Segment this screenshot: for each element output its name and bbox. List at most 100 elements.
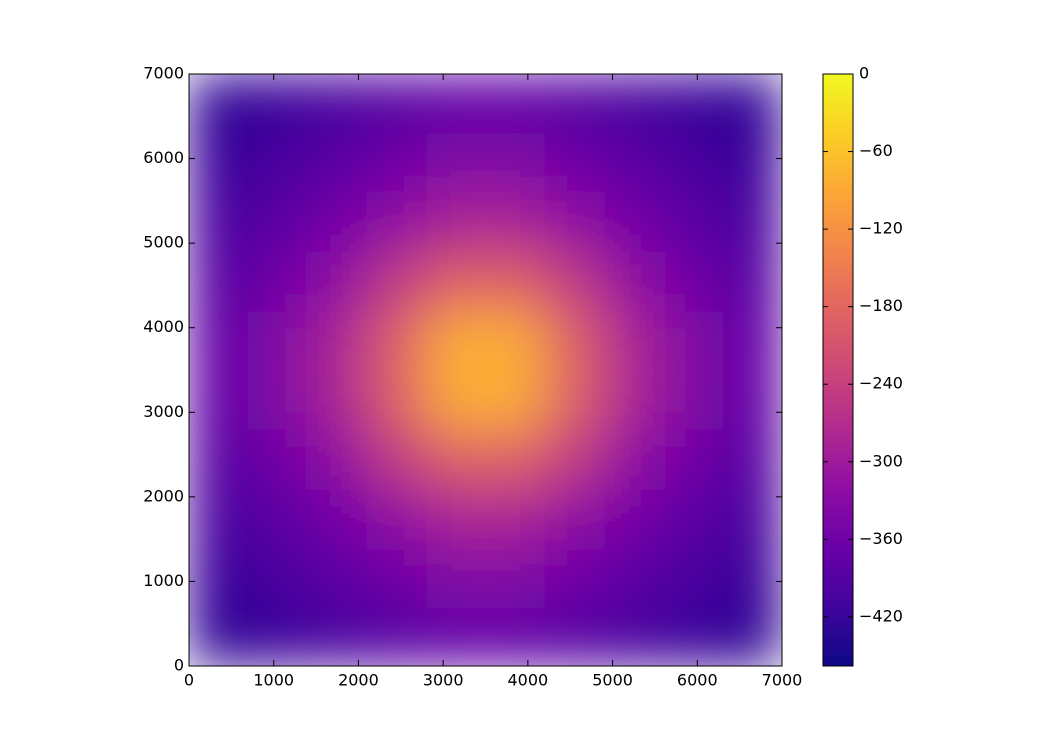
heat-cell xyxy=(604,370,664,430)
heat-cell xyxy=(366,370,427,430)
y-tick-label: 4000 xyxy=(143,317,184,336)
heat-cell xyxy=(307,547,368,608)
heat-cell xyxy=(722,370,782,430)
heat-cell xyxy=(189,133,249,193)
x-tick-label: 4000 xyxy=(507,671,548,690)
heat-cell xyxy=(485,429,546,489)
heat-cell xyxy=(485,606,546,666)
heatmap xyxy=(189,74,782,666)
heat-cell xyxy=(485,192,546,253)
heat-cell xyxy=(485,133,546,193)
heat-cell xyxy=(663,310,724,371)
heat-cell xyxy=(722,133,782,193)
colorbar-tick-label: −420 xyxy=(859,606,903,625)
heat-cell xyxy=(189,251,249,312)
heat-cell xyxy=(426,74,486,134)
heat-cell xyxy=(426,429,486,489)
y-tick-label: 5000 xyxy=(143,233,184,252)
heat-cell xyxy=(722,547,782,608)
heat-cell xyxy=(248,429,309,489)
colorbar xyxy=(822,73,854,667)
heat-cell xyxy=(426,133,486,193)
heat-cell xyxy=(544,74,605,134)
colorbar-tick-label: −300 xyxy=(859,451,903,470)
heat-cell xyxy=(248,370,309,430)
x-tick-label: 2000 xyxy=(338,671,379,690)
heat-cell xyxy=(604,74,664,134)
heat-cell xyxy=(544,429,605,489)
heat-cell xyxy=(426,606,486,666)
heat-cell xyxy=(189,547,249,608)
colorbar-tick-label: −60 xyxy=(859,141,893,160)
heat-cell xyxy=(366,133,427,193)
heat-cell xyxy=(307,429,368,489)
heat-cell xyxy=(426,192,486,253)
heat-cell xyxy=(544,606,605,666)
heat-cell xyxy=(663,192,724,253)
heat-cell xyxy=(189,370,249,430)
heat-cell xyxy=(426,547,486,608)
heat-cell xyxy=(722,192,782,253)
heat-cell xyxy=(604,133,664,193)
heat-cell xyxy=(426,488,486,549)
y-tick-label: 2000 xyxy=(143,486,184,505)
heat-cell xyxy=(307,192,368,253)
heat-cell xyxy=(189,310,249,371)
heat-cell xyxy=(663,370,724,430)
heat-cell xyxy=(248,310,309,371)
heat-cell xyxy=(485,74,546,134)
heat-cell xyxy=(307,370,368,430)
heat-cell xyxy=(663,74,724,134)
heat-cell xyxy=(722,488,782,549)
heat-cell xyxy=(544,251,605,312)
x-tick-label: 6000 xyxy=(677,671,718,690)
heat-cell xyxy=(307,251,368,312)
heat-cell xyxy=(366,192,427,253)
heat-cell xyxy=(604,547,664,608)
x-tick-label: 7000 xyxy=(762,671,803,690)
colorbar-tick-label: −240 xyxy=(859,374,903,393)
heat-cell xyxy=(722,251,782,312)
heat-cell xyxy=(485,310,546,371)
heat-cell xyxy=(248,547,309,608)
heat-cell xyxy=(366,547,427,608)
heat-cell xyxy=(722,429,782,489)
heat-cell xyxy=(544,370,605,430)
heat-cell xyxy=(248,133,309,193)
heat-cell xyxy=(485,251,546,312)
heat-cell xyxy=(604,251,664,312)
heat-cell xyxy=(426,310,486,371)
heat-cell xyxy=(366,488,427,549)
heat-cell xyxy=(544,547,605,608)
heat-cell xyxy=(722,606,782,666)
heat-cell xyxy=(189,488,249,549)
heat-cell xyxy=(663,547,724,608)
heat-cell xyxy=(485,488,546,549)
heat-cell xyxy=(366,74,427,134)
heat-cell xyxy=(722,74,782,134)
heat-cell xyxy=(544,310,605,371)
heat-cell xyxy=(604,606,664,666)
y-tick-label: 3000 xyxy=(143,402,184,421)
heat-cell xyxy=(248,74,309,134)
heat-cell xyxy=(189,74,249,134)
x-tick-label: 1000 xyxy=(253,671,294,690)
x-tick-label: 5000 xyxy=(592,671,633,690)
heat-cell xyxy=(426,370,486,430)
heat-cell xyxy=(366,606,427,666)
heat-cell xyxy=(604,310,664,371)
heat-cell xyxy=(663,488,724,549)
heat-cell xyxy=(248,488,309,549)
heat-cell xyxy=(189,192,249,253)
colorbar-tick-label: −120 xyxy=(859,219,903,238)
heat-cell xyxy=(248,606,309,666)
colorbar-tick-label: 0 xyxy=(859,64,869,83)
heat-cell xyxy=(485,370,546,430)
heat-cell xyxy=(248,251,309,312)
heat-cell xyxy=(307,133,368,193)
plot-frame xyxy=(188,73,783,667)
heat-cell xyxy=(663,133,724,193)
y-tick-label: 0 xyxy=(174,656,184,675)
heat-cell xyxy=(189,606,249,666)
y-tick-label: 1000 xyxy=(143,571,184,590)
